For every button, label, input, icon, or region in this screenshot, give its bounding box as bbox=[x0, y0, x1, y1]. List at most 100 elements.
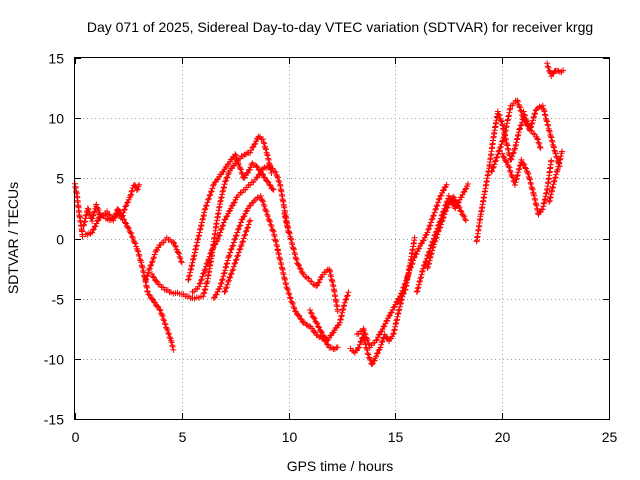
data-point bbox=[495, 148, 502, 155]
data-point bbox=[431, 238, 438, 245]
data-point bbox=[91, 209, 98, 216]
data-point bbox=[534, 135, 541, 142]
data-point bbox=[201, 289, 208, 296]
data-point bbox=[225, 278, 232, 285]
data-point bbox=[166, 334, 173, 341]
data-point bbox=[231, 236, 238, 243]
data-point bbox=[418, 274, 424, 281]
data-point bbox=[290, 304, 297, 310]
data-point bbox=[405, 270, 412, 277]
data-point bbox=[445, 192, 452, 199]
data-point bbox=[443, 205, 450, 212]
data-point bbox=[532, 110, 539, 117]
data-point bbox=[515, 169, 522, 176]
data-point bbox=[235, 252, 241, 259]
data-point bbox=[406, 267, 413, 274]
series-track-a bbox=[72, 180, 86, 240]
data-point bbox=[234, 253, 241, 260]
data-point bbox=[146, 266, 152, 273]
data-point bbox=[536, 140, 543, 147]
data-point bbox=[203, 260, 210, 267]
data-point bbox=[521, 161, 528, 168]
data-point bbox=[498, 118, 505, 125]
data-point bbox=[203, 202, 210, 209]
data-point bbox=[232, 259, 239, 266]
data-point bbox=[269, 227, 276, 234]
data-point bbox=[549, 141, 556, 148]
data-point bbox=[432, 206, 439, 213]
data-point bbox=[228, 203, 235, 209]
data-point bbox=[433, 235, 439, 242]
data-point bbox=[151, 274, 157, 281]
data-point bbox=[121, 206, 128, 213]
y-tick-label: 0 bbox=[56, 232, 64, 248]
data-point bbox=[399, 287, 406, 294]
data-point bbox=[144, 288, 151, 295]
data-point bbox=[120, 209, 127, 216]
data-point bbox=[378, 339, 385, 346]
data-point bbox=[165, 330, 172, 337]
data-point bbox=[198, 276, 205, 283]
data-point bbox=[115, 207, 122, 214]
data-point bbox=[261, 174, 267, 181]
data-point bbox=[203, 263, 209, 270]
data-point bbox=[428, 219, 434, 226]
data-point bbox=[556, 159, 563, 166]
data-point bbox=[94, 218, 101, 224]
data-point bbox=[508, 172, 515, 178]
data-point bbox=[221, 181, 228, 188]
data-point bbox=[373, 337, 380, 344]
data-point bbox=[488, 168, 495, 175]
data-point bbox=[334, 308, 341, 315]
data-point bbox=[265, 179, 272, 186]
data-point bbox=[432, 237, 439, 244]
data-point bbox=[366, 354, 373, 361]
data-point bbox=[240, 213, 247, 220]
data-point bbox=[129, 235, 136, 241]
y-tick-label: -5 bbox=[52, 292, 65, 308]
data-point bbox=[230, 266, 237, 273]
y-tick-label: -10 bbox=[44, 352, 64, 368]
data-point bbox=[220, 270, 227, 277]
data-point bbox=[254, 164, 261, 171]
data-point bbox=[269, 185, 276, 192]
data-point bbox=[409, 260, 416, 267]
data-point bbox=[374, 350, 380, 357]
data-point bbox=[178, 258, 185, 265]
data-point bbox=[345, 289, 352, 296]
data-point bbox=[554, 166, 561, 173]
data-point bbox=[362, 331, 369, 338]
data-point bbox=[152, 299, 159, 306]
data-point bbox=[224, 281, 231, 288]
data-point bbox=[560, 67, 567, 74]
data-point bbox=[425, 226, 432, 233]
data-point bbox=[133, 187, 140, 193]
data-point bbox=[534, 136, 541, 143]
series-track-l bbox=[307, 289, 352, 344]
data-point bbox=[527, 127, 533, 134]
data-point bbox=[318, 329, 325, 336]
data-point bbox=[458, 208, 465, 215]
data-point bbox=[235, 249, 242, 256]
data-point bbox=[420, 265, 427, 272]
data-point bbox=[287, 235, 294, 242]
data-point bbox=[518, 121, 525, 128]
data-point bbox=[308, 310, 315, 317]
data-point bbox=[242, 231, 249, 238]
data-point bbox=[227, 246, 234, 253]
series-track-d bbox=[142, 234, 185, 283]
y-tick-label: 15 bbox=[48, 51, 64, 67]
series-track-e bbox=[148, 133, 275, 302]
data-point bbox=[151, 251, 158, 258]
data-point bbox=[230, 199, 237, 206]
data-point bbox=[123, 220, 129, 227]
data-point bbox=[144, 272, 151, 279]
data-point bbox=[236, 223, 243, 230]
y-axis-label: SDTVAR / TECUs bbox=[5, 182, 21, 294]
data-point bbox=[536, 143, 543, 150]
data-point bbox=[220, 222, 227, 229]
y-tick-label: 10 bbox=[48, 111, 64, 127]
data-point bbox=[227, 249, 234, 256]
data-point bbox=[236, 164, 243, 170]
